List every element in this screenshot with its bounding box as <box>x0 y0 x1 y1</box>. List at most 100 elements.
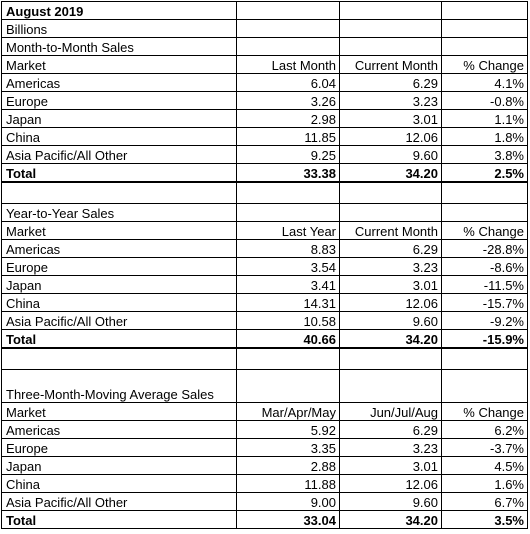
empty-cell[interactable] <box>236 369 340 403</box>
value-cell[interactable]: 11.85 <box>236 127 340 146</box>
empty-cell[interactable] <box>236 1 340 20</box>
total-change[interactable]: -15.9% <box>441 329 528 349</box>
value-cell[interactable]: 3.26 <box>236 91 340 110</box>
total-value[interactable]: 40.66 <box>236 329 340 349</box>
column-header[interactable]: % Change <box>441 221 528 240</box>
value-cell[interactable]: 9.60 <box>339 145 442 164</box>
empty-cell[interactable] <box>236 347 340 370</box>
market-cell[interactable]: Asia Pacific/All Other <box>1 311 237 330</box>
market-cell[interactable]: Asia Pacific/All Other <box>1 145 237 164</box>
change-cell[interactable]: -3.7% <box>441 438 528 457</box>
total-label[interactable]: Total <box>1 329 237 349</box>
total-label[interactable]: Total <box>1 163 237 183</box>
change-cell[interactable]: 4.5% <box>441 456 528 475</box>
value-cell[interactable]: 3.54 <box>236 257 340 276</box>
market-cell[interactable]: Europe <box>1 438 237 457</box>
empty-cell[interactable] <box>339 37 442 56</box>
market-cell[interactable]: Americas <box>1 73 237 92</box>
market-cell[interactable]: Asia Pacific/All Other <box>1 492 237 511</box>
section-heading[interactable]: Month-to-Month Sales <box>1 37 237 56</box>
market-cell[interactable]: Americas <box>1 239 237 258</box>
empty-cell[interactable] <box>236 19 340 38</box>
change-cell[interactable]: 1.6% <box>441 474 528 493</box>
sheet-title[interactable]: August 2019 <box>1 1 237 20</box>
value-cell[interactable]: 3.23 <box>339 91 442 110</box>
value-cell[interactable]: 3.23 <box>339 257 442 276</box>
section-heading[interactable]: Three-Month-Moving Average Sales <box>1 369 237 403</box>
value-cell[interactable]: 3.41 <box>236 275 340 294</box>
empty-cell[interactable] <box>441 347 528 370</box>
empty-cell[interactable] <box>339 181 442 204</box>
empty-cell[interactable] <box>441 181 528 204</box>
change-cell[interactable]: 4.1% <box>441 73 528 92</box>
market-cell[interactable]: Europe <box>1 91 237 110</box>
change-cell[interactable]: -15.7% <box>441 293 528 312</box>
empty-cell[interactable] <box>339 203 442 222</box>
empty-cell[interactable] <box>339 369 442 403</box>
value-cell[interactable]: 10.58 <box>236 311 340 330</box>
column-header[interactable]: Current Month <box>339 221 442 240</box>
empty-cell[interactable] <box>441 203 528 222</box>
column-header[interactable]: Last Month <box>236 55 340 74</box>
empty-cell[interactable] <box>339 19 442 38</box>
total-change[interactable]: 3.5% <box>441 510 528 529</box>
change-cell[interactable]: 1.1% <box>441 109 528 128</box>
market-cell[interactable]: China <box>1 293 237 312</box>
value-cell[interactable]: 6.04 <box>236 73 340 92</box>
total-change[interactable]: 2.5% <box>441 163 528 183</box>
total-value[interactable]: 33.38 <box>236 163 340 183</box>
value-cell[interactable]: 9.00 <box>236 492 340 511</box>
change-cell[interactable]: -28.8% <box>441 239 528 258</box>
value-cell[interactable]: 12.06 <box>339 127 442 146</box>
total-value[interactable]: 34.20 <box>339 510 442 529</box>
market-cell[interactable]: China <box>1 474 237 493</box>
change-cell[interactable]: -8.6% <box>441 257 528 276</box>
column-header[interactable]: Market <box>1 402 237 421</box>
column-header[interactable]: Last Year <box>236 221 340 240</box>
value-cell[interactable]: 6.29 <box>339 239 442 258</box>
empty-cell[interactable] <box>339 1 442 20</box>
value-cell[interactable]: 12.06 <box>339 293 442 312</box>
change-cell[interactable]: 6.2% <box>441 420 528 439</box>
change-cell[interactable]: -0.8% <box>441 91 528 110</box>
empty-cell[interactable] <box>236 181 340 204</box>
value-cell[interactable]: 3.01 <box>339 109 442 128</box>
market-cell[interactable]: Japan <box>1 275 237 294</box>
total-value[interactable]: 34.20 <box>339 163 442 183</box>
change-cell[interactable]: 1.8% <box>441 127 528 146</box>
value-cell[interactable]: 3.35 <box>236 438 340 457</box>
value-cell[interactable]: 11.88 <box>236 474 340 493</box>
value-cell[interactable]: 3.01 <box>339 456 442 475</box>
empty-cell[interactable] <box>441 369 528 403</box>
empty-cell[interactable] <box>1 347 237 370</box>
value-cell[interactable]: 9.25 <box>236 145 340 164</box>
market-cell[interactable]: Japan <box>1 456 237 475</box>
column-header[interactable]: % Change <box>441 55 528 74</box>
market-cell[interactable]: China <box>1 127 237 146</box>
column-header[interactable]: Mar/Apr/May <box>236 402 340 421</box>
total-value[interactable]: 33.04 <box>236 510 340 529</box>
value-cell[interactable]: 2.88 <box>236 456 340 475</box>
value-cell[interactable]: 3.01 <box>339 275 442 294</box>
total-value[interactable]: 34.20 <box>339 329 442 349</box>
value-cell[interactable]: 5.92 <box>236 420 340 439</box>
market-cell[interactable]: Europe <box>1 257 237 276</box>
change-cell[interactable]: 3.8% <box>441 145 528 164</box>
unit-label[interactable]: Billions <box>1 19 237 38</box>
column-header[interactable]: Market <box>1 55 237 74</box>
empty-cell[interactable] <box>441 1 528 20</box>
value-cell[interactable]: 9.60 <box>339 311 442 330</box>
change-cell[interactable]: -9.2% <box>441 311 528 330</box>
value-cell[interactable]: 2.98 <box>236 109 340 128</box>
column-header[interactable]: Jun/Jul/Aug <box>339 402 442 421</box>
value-cell[interactable]: 6.29 <box>339 420 442 439</box>
column-header[interactable]: % Change <box>441 402 528 421</box>
value-cell[interactable]: 8.83 <box>236 239 340 258</box>
empty-cell[interactable] <box>441 19 528 38</box>
empty-cell[interactable] <box>441 37 528 56</box>
column-header[interactable]: Market <box>1 221 237 240</box>
value-cell[interactable]: 9.60 <box>339 492 442 511</box>
value-cell[interactable]: 14.31 <box>236 293 340 312</box>
section-heading[interactable]: Year-to-Year Sales <box>1 203 237 222</box>
value-cell[interactable]: 6.29 <box>339 73 442 92</box>
